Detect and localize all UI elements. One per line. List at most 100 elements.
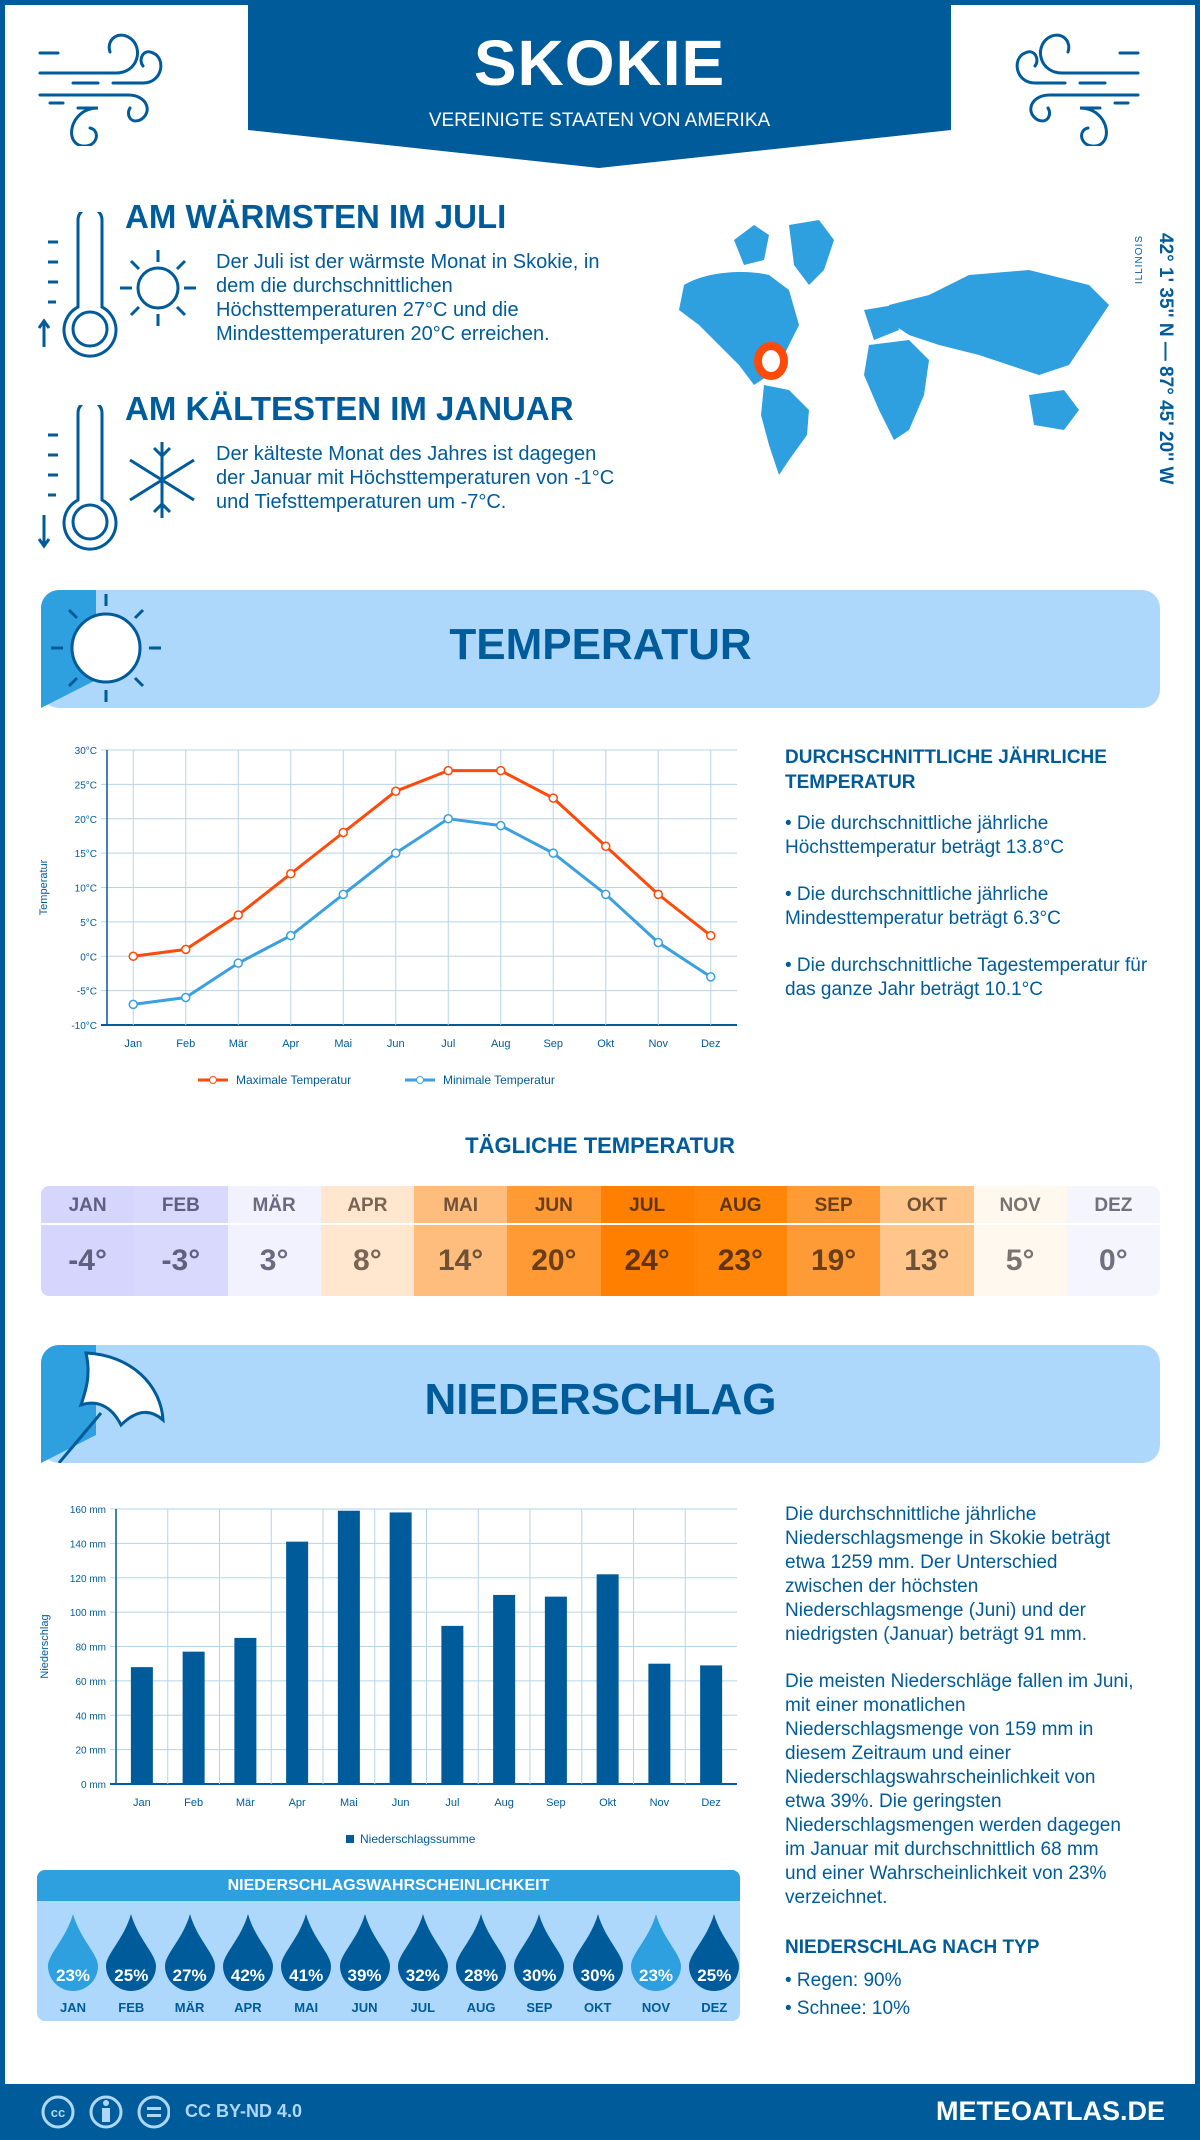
annual-daily-text: • Die durchschnittliche Tagestemperatur … <box>785 955 1148 1000</box>
page-subtitle: VEREINIGTE STAATEN VON AMERIKA <box>428 110 771 131</box>
raindrop-icon <box>572 1914 623 1991</box>
raindrop-icon <box>514 1914 565 1991</box>
raindrop-icon <box>689 1914 740 1991</box>
data-point <box>286 869 296 879</box>
data-point <box>601 841 611 851</box>
data-point <box>181 992 191 1003</box>
daily-value: 8° <box>353 1243 382 1277</box>
daily-month: MAI <box>414 1186 508 1225</box>
snowflake-icon <box>129 442 195 518</box>
x-tick-label: Okt <box>597 1038 614 1050</box>
probability-month: OKT <box>583 2000 612 2015</box>
bar <box>389 1512 412 1784</box>
probability-month: AUG <box>466 2000 496 2015</box>
y-tick-label: 40 mm <box>75 1711 106 1722</box>
legend-swatch <box>346 1835 354 1843</box>
umbrella-icon <box>41 1345 165 1463</box>
y-tick-label: 30°C <box>75 746 97 757</box>
daily-value: 19° <box>810 1243 857 1277</box>
daily-cell: JUN 20° <box>507 1186 601 1296</box>
probability-value: 32% <box>405 1966 440 1985</box>
probability-value: 23% <box>55 1966 91 1985</box>
probability-value: 28% <box>464 1966 499 1985</box>
x-tick-label: Nov <box>648 1038 668 1050</box>
data-point <box>548 848 558 858</box>
data-point <box>653 889 663 900</box>
data-point <box>338 889 348 900</box>
probability-title: NIEDERSCHLAGSWAHRSCHEINLICHKEIT <box>37 1870 740 1901</box>
x-tick-label: Jul <box>441 1038 455 1050</box>
probability-month: FEB <box>118 2000 145 2015</box>
bar <box>544 1596 567 1784</box>
x-tick-label: Jun <box>387 1038 405 1050</box>
svg-text:cc: cc <box>51 2105 65 2120</box>
data-point <box>653 937 663 948</box>
y-tick-label: 20 mm <box>75 1746 106 1757</box>
precipitation-title: NIEDERSCHLAG <box>424 1375 777 1424</box>
probability-value: 42% <box>230 1966 265 1985</box>
data-point <box>706 972 716 982</box>
raindrop-icon <box>164 1914 215 1991</box>
data-point <box>443 814 453 824</box>
data-point <box>128 951 138 961</box>
daily-month: JUL <box>600 1186 694 1225</box>
y-tick-label: 60 mm <box>75 1677 106 1688</box>
daily-value: -4° <box>68 1243 107 1277</box>
daily-cell: MÄR 3° <box>227 1186 321 1296</box>
precip-type-rain: • Regen: 90% <box>785 1970 902 1991</box>
probability-value: 30% <box>522 1966 557 1985</box>
precip-type-heading: NIEDERSCHLAG NACH TYP <box>785 1937 1040 1958</box>
wind-icon <box>1015 33 1140 146</box>
x-tick-label: Dez <box>701 1797 721 1809</box>
x-tick-label: Okt <box>599 1797 616 1809</box>
probability-month: NOV <box>641 2000 671 2015</box>
wind-icon <box>38 33 163 146</box>
probability-month: MAI <box>294 2000 319 2015</box>
annual-min-text: • Die durchschnittliche jährliche Mindes… <box>785 884 1061 929</box>
precip-paragraph-1: Die durchschnittliche jährliche Niedersc… <box>785 1504 1111 1645</box>
x-tick-label: Sep <box>546 1797 566 1809</box>
sun-icon <box>41 590 161 708</box>
probability-drop: 23% NOV <box>629 1914 683 2021</box>
temperature-banner <box>41 590 1160 708</box>
daily-month: AUG <box>693 1186 787 1225</box>
daily-value: 13° <box>904 1243 950 1277</box>
legend-marker <box>209 1076 217 1084</box>
daily-month: APR <box>320 1186 414 1225</box>
x-tick-label: Jul <box>445 1797 459 1809</box>
probability-month: SEP <box>526 2000 553 2015</box>
data-point <box>706 930 716 941</box>
daily-month: JUN <box>507 1186 601 1225</box>
thermometer-warm-icon <box>38 212 118 358</box>
daily-month: NOV <box>973 1186 1067 1225</box>
daily-value: 0° <box>1099 1243 1128 1277</box>
probability-value: 39% <box>347 1966 382 1985</box>
bar <box>493 1594 516 1784</box>
probability-value: 27% <box>172 1966 207 1985</box>
sun-icon <box>120 250 196 326</box>
y-tick-label: 100 mm <box>70 1608 106 1619</box>
location-marker <box>754 342 788 380</box>
daily-value: 20° <box>531 1243 577 1277</box>
daily-month: DEZ <box>1066 1186 1160 1225</box>
probability-value: 23% <box>638 1966 674 1985</box>
footer: cc CC BY-ND 4.0 METEOATLAS.DE <box>0 2084 1200 2140</box>
site-link[interactable]: METEOATLAS.DE <box>936 2096 1165 2126</box>
x-tick-label: Nov <box>650 1797 670 1809</box>
series-line <box>133 769 712 958</box>
probability-month: JUN <box>351 2000 378 2015</box>
x-tick-label: Mai <box>340 1797 358 1809</box>
bar <box>596 1574 619 1784</box>
raindrop-icon <box>339 1914 390 1991</box>
x-tick-label: Mär <box>236 1797 255 1809</box>
bar <box>337 1510 360 1784</box>
x-tick-label: Mai <box>334 1038 352 1050</box>
license-label[interactable]: CC BY-ND 4.0 <box>185 2101 303 2121</box>
probability-value: 30% <box>580 1966 615 1985</box>
y-tick-label: 80 mm <box>75 1643 106 1654</box>
x-tick-label: Mär <box>229 1038 248 1050</box>
probability-month: APR <box>234 2000 262 2015</box>
data-point <box>233 910 243 920</box>
raindrop-icon <box>631 1914 681 1991</box>
x-tick-label: Jan <box>124 1038 142 1050</box>
